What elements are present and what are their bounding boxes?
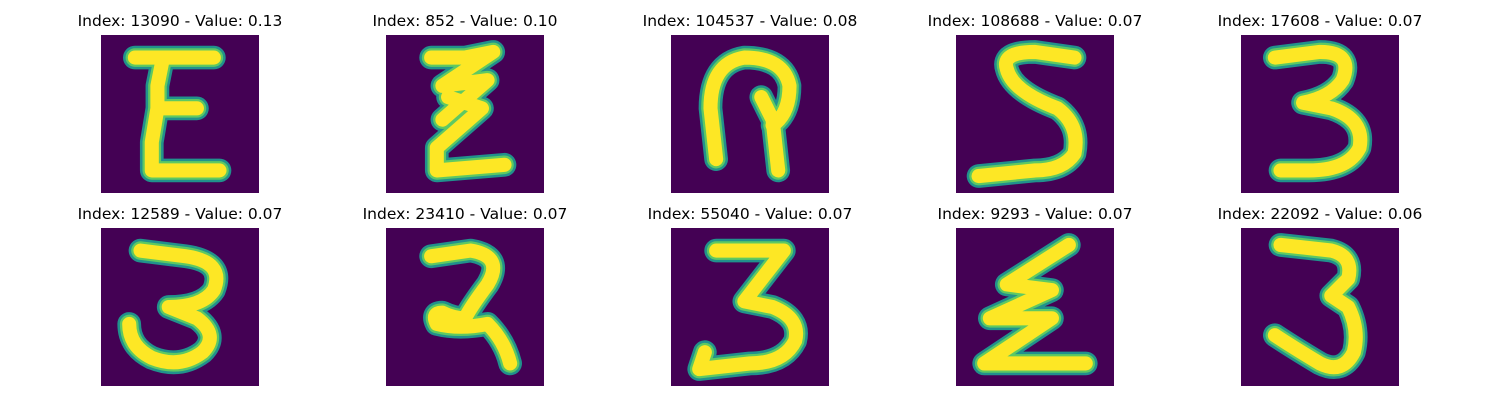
panel-title: Index: 13090 - Value: 0.13 xyxy=(77,12,283,30)
stroke-core xyxy=(1267,44,1368,178)
stroke-core xyxy=(1267,237,1363,375)
digit-image xyxy=(101,228,259,386)
digit-image xyxy=(956,35,1114,193)
digit-image xyxy=(386,228,544,386)
stroke-core xyxy=(424,243,518,371)
digit-image xyxy=(671,35,829,193)
stroke-core xyxy=(122,243,224,370)
digit-panel: Index: 104537 - Value: 0.08 xyxy=(640,12,860,202)
stroke-core xyxy=(703,50,797,178)
digit-panel: Index: 108688 - Value: 0.07 xyxy=(925,12,1145,202)
panel-title: Index: 852 - Value: 0.10 xyxy=(372,12,558,30)
digit-image xyxy=(1241,35,1399,193)
digit-image xyxy=(671,228,829,386)
stroke-core xyxy=(127,50,227,178)
stroke-core xyxy=(692,243,804,377)
digit-panel: Index: 13090 - Value: 0.13 xyxy=(70,12,290,202)
stroke-core xyxy=(977,237,1093,371)
panel-title: Index: 55040 - Value: 0.07 xyxy=(647,205,853,223)
panel-title: Index: 17608 - Value: 0.07 xyxy=(1217,12,1423,30)
panel-title: Index: 12589 - Value: 0.07 xyxy=(77,205,283,223)
digit-image xyxy=(956,228,1114,386)
panel-title: Index: 22092 - Value: 0.06 xyxy=(1217,205,1423,223)
digit-panel: Index: 55040 - Value: 0.07 xyxy=(640,205,860,395)
digit-panel: Index: 23410 - Value: 0.07 xyxy=(355,205,575,395)
panel-title: Index: 23410 - Value: 0.07 xyxy=(362,205,568,223)
panel-title: Index: 108688 - Value: 0.07 xyxy=(927,12,1143,30)
digit-image xyxy=(101,35,259,193)
digit-panel: Index: 9293 - Value: 0.07 xyxy=(925,205,1145,395)
digit-image xyxy=(1241,228,1399,386)
stroke-core xyxy=(971,44,1083,184)
digit-panel: Index: 17608 - Value: 0.07 xyxy=(1210,12,1430,202)
panel-title: Index: 104537 - Value: 0.08 xyxy=(642,12,858,30)
stroke-core xyxy=(424,44,512,178)
digit-panel: Index: 12589 - Value: 0.07 xyxy=(70,205,290,395)
digit-panel: Index: 22092 - Value: 0.06 xyxy=(1210,205,1430,395)
digit-panel: Index: 852 - Value: 0.10 xyxy=(355,12,575,202)
digit-image xyxy=(386,35,544,193)
panel-title: Index: 9293 - Value: 0.07 xyxy=(937,205,1133,223)
